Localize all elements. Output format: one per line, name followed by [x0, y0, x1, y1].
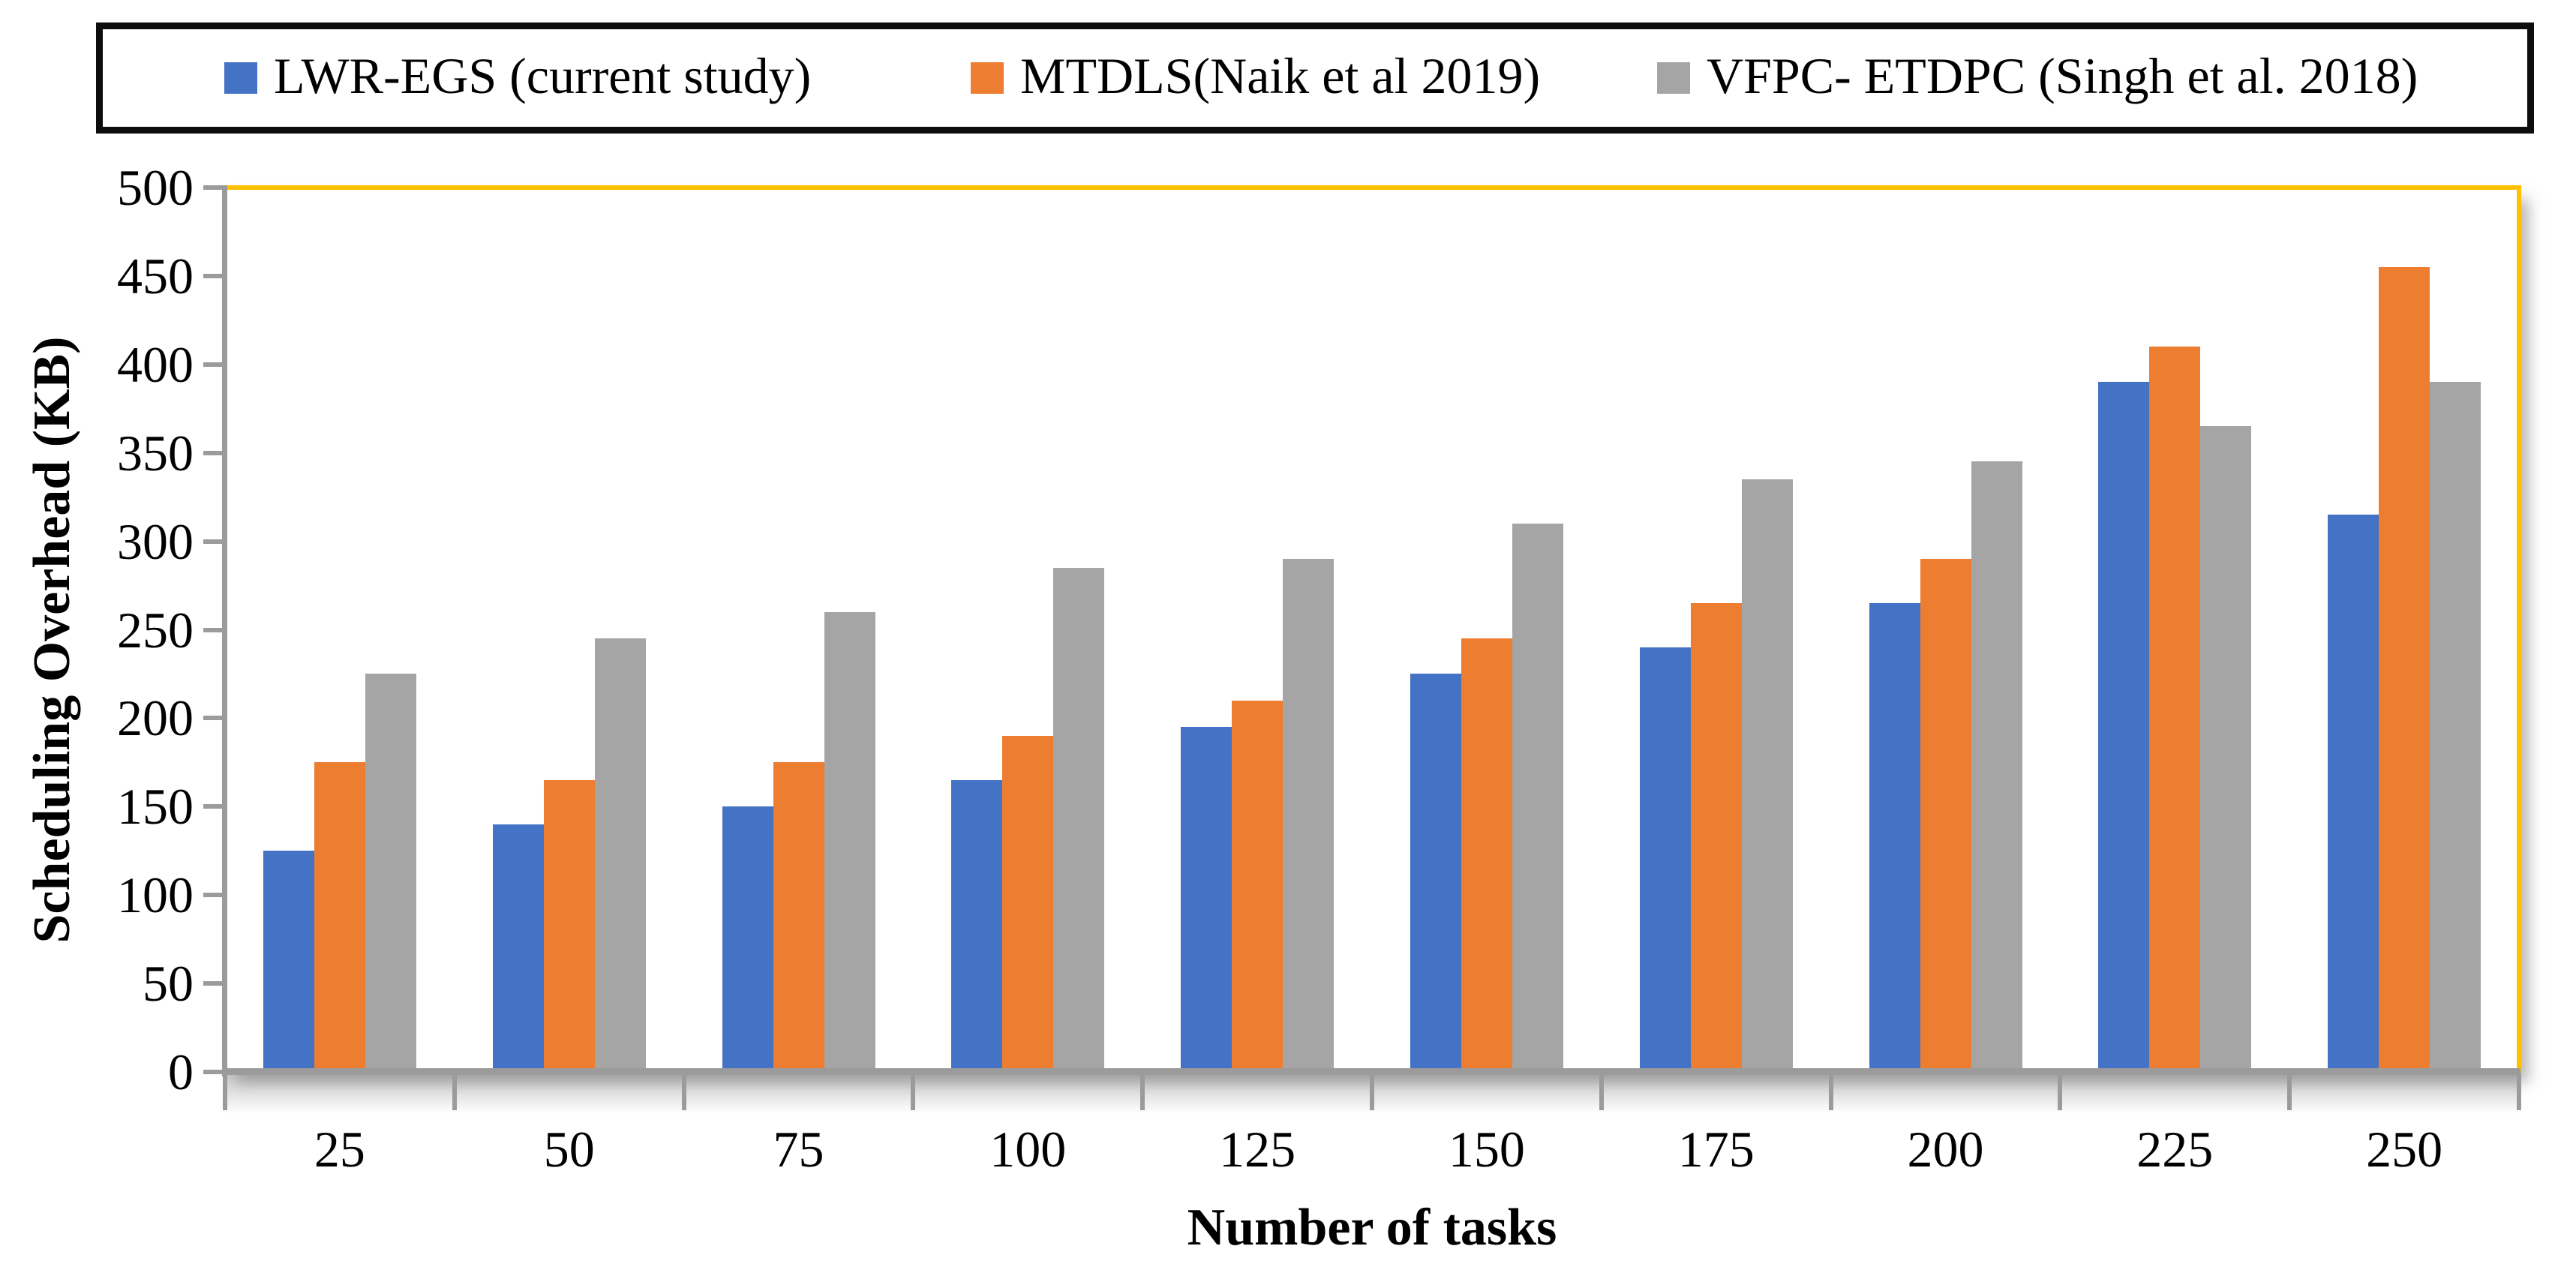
legend-item: MTDLS(Naik et al 2019) — [971, 29, 1540, 127]
x-tick — [911, 1073, 916, 1110]
y-tick-label: 50 — [143, 955, 194, 1013]
x-tick-label: 175 — [1677, 1121, 1755, 1178]
y-tick-label: 400 — [117, 335, 194, 393]
y-tick-label: 150 — [117, 778, 194, 836]
y-tick — [203, 450, 223, 455]
x-tick — [1828, 1073, 1833, 1110]
bar-50-series-0 — [493, 824, 544, 1072]
bar-75-series-2 — [824, 612, 875, 1072]
bar-200-series-2 — [1971, 461, 2022, 1072]
x-tick-label: 250 — [2366, 1121, 2443, 1178]
y-tick — [203, 273, 223, 278]
y-tick-label: 100 — [117, 866, 194, 924]
x-tick-label: 100 — [989, 1121, 1067, 1178]
legend: LWR-EGS (current study) MTDLS(Naik et al… — [96, 23, 2534, 134]
y-axis-title: Scheduling Overhead (KB) — [23, 336, 81, 944]
legend-item: LWR-EGS (current study) — [224, 29, 811, 127]
y-tick — [203, 716, 223, 721]
y-tick-label: 250 — [117, 601, 194, 659]
x-tick — [452, 1073, 457, 1110]
x-axis-title: Number of tasks — [1187, 1199, 1557, 1256]
bar-100-series-0 — [951, 780, 1002, 1072]
bar-50-series-1 — [544, 780, 595, 1072]
legend-label: LWR-EGS (current study) — [274, 47, 812, 104]
x-tick — [1140, 1073, 1145, 1110]
bar-50-series-2 — [595, 638, 646, 1072]
x-tick-label: 75 — [773, 1121, 824, 1178]
bar-75-series-1 — [773, 762, 824, 1072]
bar-125-series-1 — [1232, 701, 1283, 1072]
y-tick — [203, 893, 223, 898]
x-tick — [2058, 1073, 2063, 1110]
bar-150-series-0 — [1410, 674, 1461, 1072]
x-tick-label: 200 — [1907, 1121, 1984, 1178]
y-axis-line — [222, 185, 227, 1076]
y-tick — [203, 804, 223, 809]
bar-225-series-0 — [2098, 382, 2149, 1072]
x-axis-line — [222, 1068, 2520, 1075]
x-tick — [681, 1073, 686, 1110]
bar-225-series-1 — [2149, 347, 2200, 1072]
legend-swatch-gray — [1657, 62, 1690, 94]
bar-250-series-2 — [2430, 382, 2481, 1072]
x-tick — [1370, 1073, 1374, 1110]
x-tick-label: 225 — [2136, 1121, 2214, 1178]
legend-label: VFPC- ETDPC (Singh et al. 2018) — [1707, 47, 2418, 104]
y-tick-label: 450 — [117, 247, 194, 305]
bar-225-series-2 — [2200, 426, 2251, 1072]
bar-25-series-0 — [263, 851, 314, 1072]
legend-swatch-blue — [224, 62, 257, 94]
x-tick — [2287, 1073, 2292, 1110]
x-tick-label: 25 — [314, 1121, 365, 1178]
y-tick — [203, 539, 223, 544]
y-tick — [203, 627, 223, 632]
bar-125-series-2 — [1283, 559, 1334, 1072]
bar-25-series-1 — [314, 762, 365, 1072]
bar-75-series-0 — [722, 806, 773, 1072]
y-tick — [203, 185, 223, 190]
y-tick — [203, 981, 223, 986]
y-tick-label: 350 — [117, 424, 194, 482]
legend-label: MTDLS(Naik et al 2019) — [1020, 47, 1541, 104]
bar-100-series-1 — [1002, 736, 1053, 1072]
x-tick-label: 150 — [1448, 1121, 1525, 1178]
bar-100-series-2 — [1053, 568, 1104, 1072]
x-tick — [2517, 1073, 2521, 1110]
bar-175-series-0 — [1640, 647, 1691, 1072]
bar-200-series-1 — [1920, 559, 1971, 1072]
x-tick — [223, 1073, 227, 1110]
bar-250-series-1 — [2379, 267, 2430, 1072]
bar-200-series-0 — [1869, 603, 1920, 1072]
y-tick-label: 0 — [168, 1043, 194, 1100]
x-tick — [1599, 1073, 1604, 1110]
legend-swatch-orange — [971, 62, 1004, 94]
y-tick-label: 300 — [117, 512, 194, 570]
bar-25-series-2 — [365, 674, 416, 1072]
bar-175-series-1 — [1691, 603, 1742, 1072]
y-tick-label: 200 — [117, 689, 194, 747]
y-tick-label: 500 — [117, 159, 194, 216]
bar-175-series-2 — [1742, 479, 1793, 1072]
bar-150-series-1 — [1461, 638, 1512, 1072]
legend-item: VFPC- ETDPC (Singh et al. 2018) — [1657, 29, 2418, 127]
bar-250-series-0 — [2328, 515, 2379, 1072]
y-tick — [203, 362, 223, 367]
x-tick-label: 125 — [1219, 1121, 1296, 1178]
bar-150-series-2 — [1512, 524, 1563, 1072]
y-tick — [203, 1070, 223, 1074]
bar-125-series-0 — [1181, 727, 1232, 1072]
x-tick-label: 50 — [543, 1121, 595, 1178]
